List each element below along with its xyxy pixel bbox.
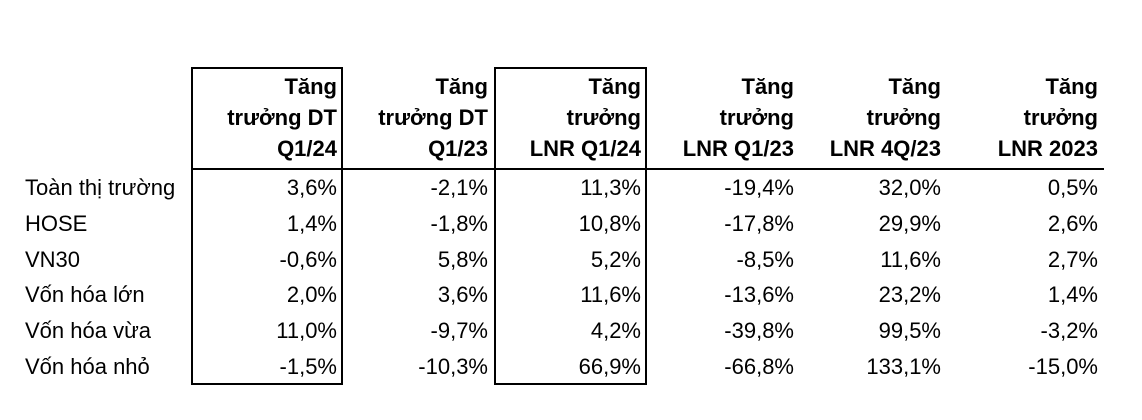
value-cell: 2,0%	[286, 282, 337, 308]
value-cell: 99,5%	[878, 318, 941, 344]
value-cell: 11,6%	[880, 246, 941, 272]
value-cell: 133,1%	[866, 354, 941, 380]
value-cell: 32,0%	[878, 174, 941, 200]
value-cell: -1,8%	[430, 210, 488, 236]
value-cell: -39,8%	[724, 318, 794, 344]
value-cell: -2,1%	[430, 174, 488, 200]
value-cell: 3,6%	[437, 282, 488, 308]
row-label: Vốn hóa vừa	[25, 318, 152, 344]
row-label: HOSE	[25, 210, 88, 236]
value-cell: -10,3%	[418, 354, 488, 380]
value-cell: -3,2%	[1040, 318, 1098, 344]
value-cell: 1,4%	[286, 210, 337, 236]
value-cell: 0,5%	[1047, 174, 1098, 200]
value-cell: 23,2%	[878, 282, 941, 308]
value-cell: 4,2%	[590, 318, 641, 344]
value-cell: 5,8%	[437, 246, 488, 272]
column-header-lnr-4q23: Tăng trưởng LNR 4Q/23	[800, 67, 947, 170]
column-header-dt-q124: Tăng trưởng DT Q1/24	[191, 67, 343, 170]
value-cell: -66,8%	[724, 354, 794, 380]
row-label: Vốn hóa nhỏ	[25, 354, 150, 380]
value-cell: -19,4%	[724, 174, 794, 200]
value-cell: -1,5%	[279, 354, 337, 380]
value-cell: -15,0%	[1028, 354, 1098, 380]
value-cell: -8,5%	[736, 246, 794, 272]
column-header-lnr-q124: Tăng trưởng LNR Q1/24	[494, 67, 647, 170]
value-cell: 11,6%	[580, 282, 641, 308]
corner-cell	[25, 67, 191, 170]
value-cell: 11,0%	[276, 318, 337, 344]
column-header-dt-q123: Tăng trưởng DT Q1/23	[343, 67, 494, 170]
value-cell: 10,8%	[578, 210, 641, 236]
column-header-lnr-2023: Tăng trưởng LNR 2023	[947, 67, 1104, 170]
column-header-lnr-q123: Tăng trưởng LNR Q1/23	[647, 67, 800, 170]
value-cell: -17,8%	[724, 210, 794, 236]
value-cell: 11,3%	[580, 174, 641, 200]
value-cell: 29,9%	[878, 210, 941, 236]
value-cell: 2,7%	[1047, 246, 1098, 272]
value-cell: 66,9%	[578, 354, 641, 380]
row-label: VN30	[25, 246, 81, 272]
value-cell: 1,4%	[1047, 282, 1098, 308]
row-label: Vốn hóa lớn	[25, 282, 145, 308]
value-cell: -9,7%	[430, 318, 488, 344]
value-cell: 3,6%	[286, 174, 337, 200]
value-cell: 2,6%	[1047, 210, 1098, 236]
value-cell: -13,6%	[724, 282, 794, 308]
value-cell: -0,6%	[279, 246, 337, 272]
value-cell: 5,2%	[590, 246, 641, 272]
growth-table: Tăng trưởng DT Q1/24 Tăng trưởng DT Q1/2…	[25, 67, 1104, 385]
row-label: Toàn thị trường	[25, 174, 176, 200]
